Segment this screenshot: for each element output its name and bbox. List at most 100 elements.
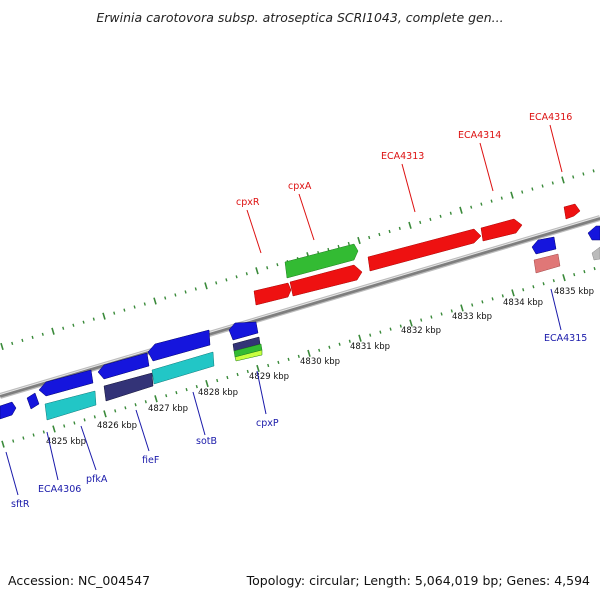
ruler-label: 4829 kbp (249, 372, 289, 382)
gene-ECA4315-blue[interactable] (531, 236, 557, 255)
minor-tick (532, 285, 535, 289)
minor-tick (21, 338, 24, 342)
major-tick (561, 176, 565, 184)
minor-tick (93, 415, 96, 419)
label-ECA4316[interactable]: ECA4316 (529, 112, 572, 123)
genome-summary-text: Topology: circular; Length: 5,064,019 bp… (246, 573, 590, 588)
minor-tick (471, 303, 474, 307)
label-cpxR[interactable]: cpxR (236, 197, 260, 208)
minor-tick (225, 278, 228, 282)
gene-cpxP-lime[interactable] (234, 349, 263, 362)
gene-ECA4316[interactable] (563, 203, 581, 220)
gene-cyan-2[interactable] (151, 351, 215, 385)
minor-tick (245, 272, 248, 276)
minor-tick (164, 296, 167, 300)
minor-tick (124, 406, 127, 410)
minor-tick (429, 217, 432, 221)
minor-tick (62, 326, 65, 330)
minor-tick (12, 439, 15, 443)
leader-fieF (135, 409, 150, 452)
forward-leader-lines (246, 124, 563, 254)
major-tick (51, 327, 55, 335)
gene-cpxP-blue[interactable] (228, 321, 259, 341)
major-tick (510, 191, 514, 199)
gene-cpxR[interactable] (253, 282, 292, 306)
ruler-label: 4835 kbp (554, 287, 594, 297)
minor-tick (92, 317, 95, 321)
gene-sftR[interactable] (0, 401, 17, 420)
minor-tick (32, 433, 35, 437)
minor-tick (522, 288, 525, 292)
gene-fieF[interactable] (103, 372, 154, 402)
chromosome-backbone (0, 215, 600, 399)
minor-tick (480, 202, 483, 206)
label-sftR[interactable]: sftR (11, 499, 30, 510)
minor-tick (379, 330, 382, 334)
minor-tick (369, 333, 372, 337)
ruler-label: 4831 kbp (350, 342, 390, 352)
label-ECA4306[interactable]: ECA4306 (38, 484, 81, 495)
label-cpxA[interactable]: cpxA (288, 181, 312, 192)
minor-tick (11, 341, 14, 345)
minor-tick (31, 335, 34, 339)
gene-ECA4315[interactable] (533, 253, 561, 274)
label-ECA4314[interactable]: ECA4314 (458, 130, 501, 141)
gene-edge-blue[interactable] (587, 225, 600, 241)
label-cpxP[interactable]: cpxP (256, 418, 279, 429)
minor-tick (83, 418, 86, 422)
leader-ECA4315 (550, 288, 562, 331)
gene-sotB[interactable] (147, 329, 211, 362)
gene-ECA4306[interactable] (44, 390, 97, 421)
gene-ECA4313[interactable] (367, 228, 482, 272)
minor-tick (450, 309, 453, 313)
major-tick (255, 267, 259, 275)
minor-tick (113, 311, 116, 315)
reverse-leader-lines (5, 288, 562, 496)
major-tick (204, 282, 208, 290)
gene-pfkA[interactable] (97, 352, 150, 380)
reverse-strand-genes (0, 225, 600, 421)
minor-tick (276, 263, 279, 267)
minor-tick (123, 308, 126, 312)
gene-blue-1[interactable] (38, 369, 94, 397)
minor-tick (573, 273, 576, 277)
gene-small-blue[interactable] (26, 392, 40, 410)
minor-tick (337, 244, 340, 249)
major-tick (358, 334, 362, 342)
label-pfkA[interactable]: pfkA (86, 474, 108, 485)
ruler-label: 4826 kbp (97, 421, 137, 431)
minor-tick (583, 270, 586, 274)
gene-cpxA[interactable] (289, 264, 363, 297)
minor-tick (216, 378, 219, 383)
ruler-label: 4832 kbp (401, 326, 441, 336)
map-title: Erwinia carotovora subsp. atroseptica SC… (96, 10, 503, 25)
label-sotB[interactable]: sotB (196, 436, 217, 447)
gene-green-block[interactable] (284, 243, 359, 279)
major-tick (0, 342, 4, 351)
gene-cpxP-navy[interactable] (232, 336, 261, 352)
major-tick (154, 395, 158, 403)
forward-strand-genes (253, 203, 581, 306)
minor-tick (194, 287, 197, 291)
minor-tick (226, 375, 229, 380)
major-tick (52, 425, 56, 433)
label-fieF[interactable]: fieF (142, 455, 159, 466)
minor-tick (440, 312, 443, 316)
gene-ECA4314[interactable] (480, 218, 523, 242)
minor-tick (235, 275, 238, 279)
minor-tick (481, 300, 484, 304)
gene-edge-gray[interactable] (591, 246, 600, 261)
minor-tick (368, 235, 371, 240)
minor-tick (430, 315, 433, 319)
leader-cpxR (246, 209, 262, 254)
minor-tick (541, 184, 544, 188)
minor-tick (593, 267, 596, 271)
minor-tick (552, 279, 555, 283)
label-ECA4313[interactable]: ECA4313 (381, 151, 424, 162)
label-ECA4315[interactable]: ECA4315 (544, 333, 587, 344)
minor-tick (348, 339, 351, 343)
major-tick (409, 319, 413, 327)
major-tick (153, 297, 157, 305)
leader-cpxA (298, 193, 315, 241)
